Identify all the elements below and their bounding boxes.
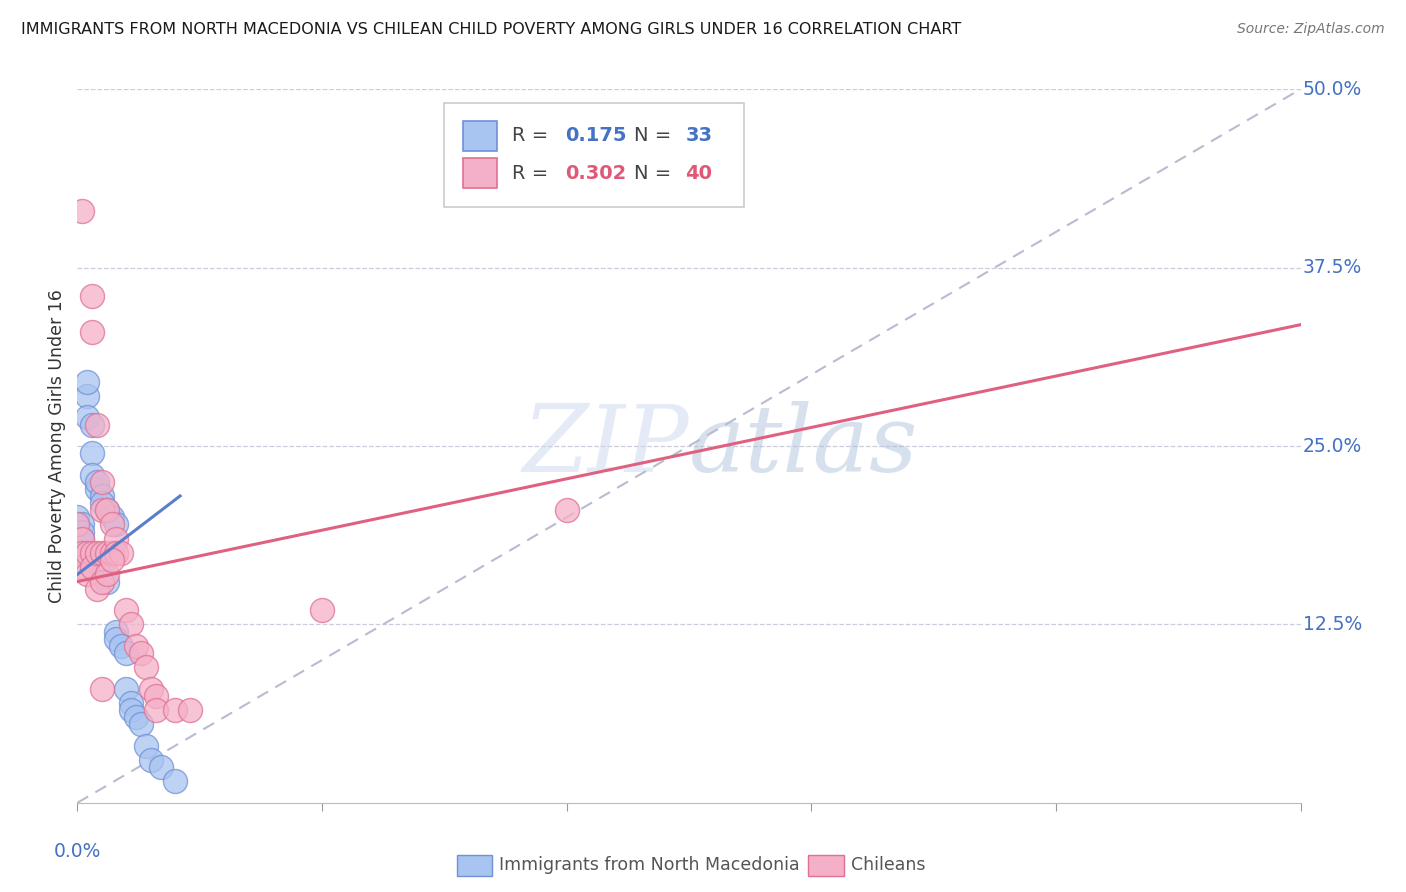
Point — [555, 503, 578, 517]
Text: 0.302: 0.302 — [565, 164, 627, 183]
Point — [76, 375, 98, 389]
Point — [96, 503, 118, 517]
Point — [70, 546, 93, 560]
Point — [86, 582, 108, 596]
Text: Chileans: Chileans — [851, 856, 925, 874]
Text: Immigrants from North Macedonia: Immigrants from North Macedonia — [499, 856, 800, 874]
Point — [105, 546, 128, 560]
Point — [66, 517, 89, 532]
Point — [145, 689, 167, 703]
Point — [86, 475, 108, 489]
Point — [100, 546, 122, 560]
Text: atlas: atlas — [689, 401, 918, 491]
Point — [165, 703, 187, 717]
Point — [86, 546, 108, 560]
Point — [115, 646, 138, 660]
Point — [139, 681, 162, 696]
Point — [100, 553, 122, 567]
Point — [105, 624, 128, 639]
Point — [135, 660, 157, 674]
Point — [70, 203, 93, 218]
Point — [80, 446, 103, 460]
Bar — [463, 159, 496, 188]
Point — [96, 503, 118, 517]
Point — [90, 475, 112, 489]
Text: 40: 40 — [685, 164, 713, 183]
Point — [80, 289, 103, 303]
Point — [110, 546, 132, 560]
Point — [145, 703, 167, 717]
Point — [70, 560, 93, 574]
Point — [96, 567, 118, 582]
Point — [76, 410, 98, 425]
Text: R =: R = — [512, 164, 554, 183]
Point — [125, 710, 148, 724]
Text: R =: R = — [512, 126, 554, 145]
Point — [80, 467, 103, 482]
Point — [149, 760, 172, 774]
Text: Source: ZipAtlas.com: Source: ZipAtlas.com — [1237, 22, 1385, 37]
Y-axis label: Child Poverty Among Girls Under 16: Child Poverty Among Girls Under 16 — [48, 289, 66, 603]
Point — [120, 617, 142, 632]
Point — [76, 546, 98, 560]
Point — [139, 753, 162, 767]
Point — [90, 489, 112, 503]
Point — [105, 532, 128, 546]
Text: 0.0%: 0.0% — [53, 842, 101, 861]
Point — [70, 517, 93, 532]
Text: 37.5%: 37.5% — [1303, 258, 1362, 277]
Point — [90, 503, 112, 517]
Point — [129, 717, 152, 731]
Point — [125, 639, 148, 653]
Bar — [463, 120, 496, 151]
Point — [129, 646, 152, 660]
Point — [70, 532, 93, 546]
Point — [80, 560, 103, 574]
Point — [120, 703, 142, 717]
Point — [135, 739, 157, 753]
Point — [120, 696, 142, 710]
Point — [70, 524, 93, 539]
Text: N =: N = — [634, 164, 678, 183]
Text: N =: N = — [634, 126, 678, 145]
Point — [115, 603, 138, 617]
Point — [90, 546, 112, 560]
Point — [76, 567, 98, 582]
Point — [96, 574, 118, 589]
Point — [86, 482, 108, 496]
Text: 33: 33 — [685, 126, 713, 145]
Text: 12.5%: 12.5% — [1303, 615, 1362, 634]
Text: 0.175: 0.175 — [565, 126, 627, 145]
Point — [105, 632, 128, 646]
Point — [100, 510, 122, 524]
Point — [115, 681, 138, 696]
Point — [90, 496, 112, 510]
Point — [105, 517, 128, 532]
Point — [100, 517, 122, 532]
Point — [76, 546, 98, 560]
Point — [179, 703, 201, 717]
Point — [66, 510, 89, 524]
Point — [110, 639, 132, 653]
Point — [76, 389, 98, 403]
Point — [165, 774, 187, 789]
Text: 50.0%: 50.0% — [1303, 79, 1362, 99]
Point — [90, 681, 112, 696]
Point — [80, 546, 103, 560]
Point — [70, 532, 93, 546]
Point — [86, 417, 108, 432]
Text: ZIP: ZIP — [522, 401, 689, 491]
Point — [311, 603, 333, 617]
Text: 25.0%: 25.0% — [1303, 436, 1362, 456]
FancyBboxPatch shape — [444, 103, 744, 207]
Point — [80, 325, 103, 339]
Point — [80, 417, 103, 432]
Point — [90, 560, 112, 574]
Point — [96, 546, 118, 560]
Point — [90, 574, 112, 589]
Text: IMMIGRANTS FROM NORTH MACEDONIA VS CHILEAN CHILD POVERTY AMONG GIRLS UNDER 16 CO: IMMIGRANTS FROM NORTH MACEDONIA VS CHILE… — [21, 22, 962, 37]
